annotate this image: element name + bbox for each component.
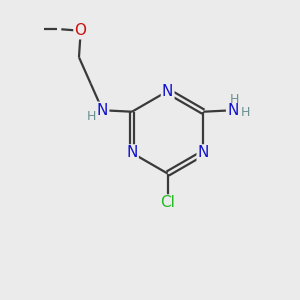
Text: N: N xyxy=(97,103,108,118)
Text: H: H xyxy=(230,93,239,106)
Text: H: H xyxy=(241,106,250,119)
Text: H: H xyxy=(87,110,96,123)
Text: O: O xyxy=(74,23,86,38)
Text: N: N xyxy=(198,146,209,160)
Text: Cl: Cl xyxy=(160,196,175,211)
Text: N: N xyxy=(162,84,173,99)
Text: N: N xyxy=(227,103,238,118)
Text: N: N xyxy=(126,146,138,160)
